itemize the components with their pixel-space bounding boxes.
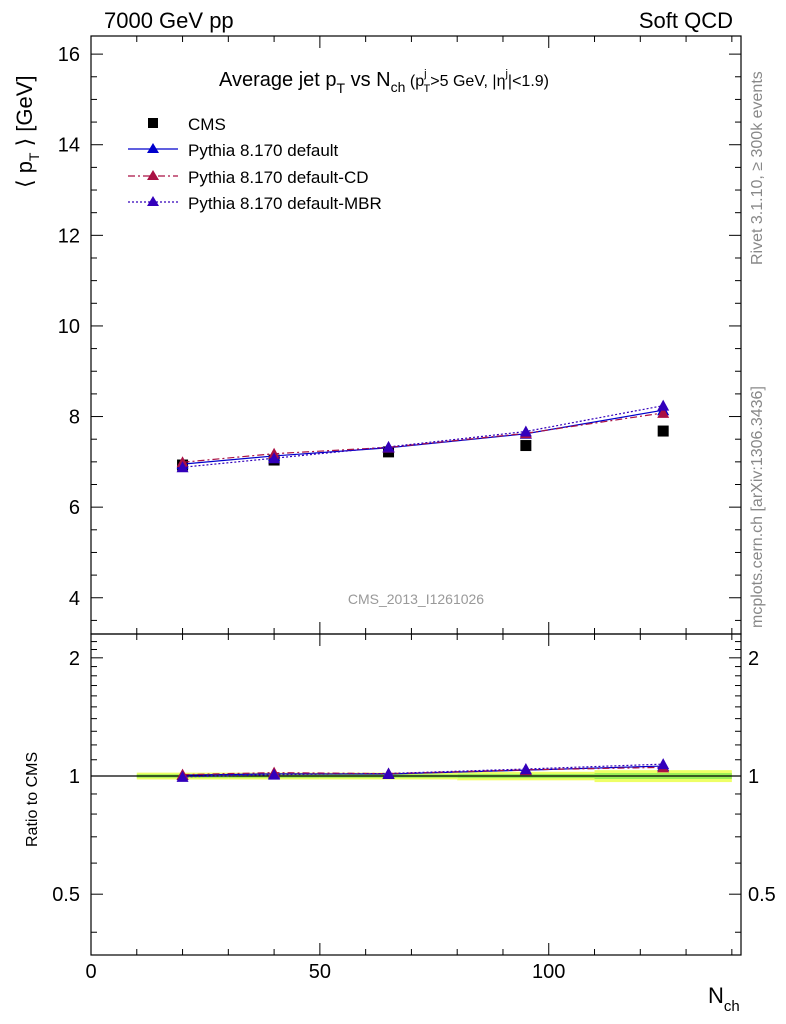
legend-item-default: Pythia 8.170 default — [128, 141, 339, 160]
point-mbr — [176, 461, 189, 473]
legend: CMS Pythia 8.170 default Pythia 8.170 de… — [128, 115, 382, 213]
y-axis-label: ⟨ pT ⟩ [GeV] — [12, 75, 42, 188]
y-tick-label: 12 — [58, 225, 80, 247]
point-cd — [657, 406, 670, 418]
ratio-panel-frame — [90, 633, 742, 956]
title-cut-sub: T — [424, 83, 431, 95]
title-cut: (p — [405, 73, 424, 90]
title-cut-rest: >5 GeV, |η — [430, 73, 505, 90]
legend-label-cd: Pythia 8.170 default-CD — [188, 168, 369, 187]
series-line-default — [182, 409, 664, 465]
ratio-tick-label-right: 1 — [748, 766, 759, 788]
y-tick-label: 16 — [58, 44, 80, 66]
legend-marker-cd — [147, 170, 159, 180]
x-tick-label: 50 — [309, 961, 331, 983]
title-main-sub: T — [337, 80, 346, 96]
legend-marker-cms — [148, 118, 158, 128]
ylabel-close: ⟩ [GeV] — [12, 75, 37, 152]
y-tick-label: 8 — [69, 407, 80, 429]
x-axis-label: Nch — [708, 983, 740, 1015]
title-vs: vs N — [345, 69, 391, 91]
legend-label-cms: CMS — [188, 115, 226, 134]
ratio-point-mbr — [176, 770, 189, 782]
header-left: 7000 GeV pp — [104, 8, 234, 33]
legend-label-mbr: Pythia 8.170 default-MBR — [188, 194, 382, 213]
ratio-point-mbr — [382, 767, 395, 779]
series-layer — [176, 399, 670, 782]
y-tick-label: 14 — [58, 135, 80, 157]
x-tick-label: 100 — [532, 961, 565, 983]
ylabel-open: ⟨ p — [12, 161, 37, 188]
legend-item-cd: Pythia 8.170 default-CD — [128, 168, 369, 187]
ratio-tick-label-left: 1 — [69, 766, 80, 788]
ratio-tick-label-left: 2 — [69, 648, 80, 670]
ratio-axis-label: Ratio to CMS — [24, 752, 41, 847]
title-vs-sub: ch — [391, 79, 406, 95]
title-cut-sup2: j — [504, 68, 507, 80]
y-tick-label: 4 — [69, 588, 80, 610]
series-line-cd — [182, 412, 664, 463]
x-tick-label: 0 — [85, 961, 96, 983]
series-line-mbr — [182, 405, 664, 468]
title-cut-end: |<1.9) — [508, 73, 549, 90]
point-mbr — [382, 440, 395, 452]
legend-item-cms: CMS — [148, 115, 226, 134]
ratio-point-mbr — [519, 762, 532, 774]
y-tick-label: 10 — [58, 316, 80, 338]
ylabel-sub: T — [26, 152, 42, 161]
cms-data-point — [520, 440, 532, 452]
title-cut-sup: j — [423, 68, 426, 80]
point-mbr — [657, 399, 670, 411]
title-main: Average jet p — [219, 69, 337, 91]
legend-marker-mbr — [147, 196, 159, 206]
ratio-uncertainty-band — [91, 770, 741, 783]
point-mbr — [519, 425, 532, 437]
legend-item-mbr: Pythia 8.170 default-MBR — [128, 194, 382, 213]
ratio-point-mbr — [268, 768, 281, 780]
ratio-tick-label-right: 2 — [748, 648, 759, 670]
ratio-tick-label-left: 0.5 — [52, 884, 80, 906]
point-mbr — [268, 452, 281, 464]
ratio-point-mbr — [657, 758, 670, 770]
analysis-watermark: CMS_2013_I1261026 — [348, 591, 484, 607]
cms-data-point — [657, 425, 669, 437]
header-right: Soft QCD — [639, 8, 733, 33]
ratio-line-mbr — [182, 763, 664, 778]
rivet-info: Rivet 3.1.10, ≥ 300k events — [749, 71, 766, 265]
legend-marker-default — [147, 143, 159, 153]
ratio-tick-label-right: 0.5 — [748, 884, 776, 906]
xlabel-main: N — [708, 983, 724, 1008]
legend-label-default: Pythia 8.170 default — [188, 141, 339, 160]
y-tick-label: 6 — [69, 497, 80, 519]
chart-title: Average jet pT vs Nch (pj T>5 GeV, |ηj|<1… — [219, 68, 549, 96]
xlabel-sub: ch — [724, 998, 740, 1015]
mcplots-info: mcplots.cern.ch [arXiv:1306.3436] — [749, 386, 766, 628]
